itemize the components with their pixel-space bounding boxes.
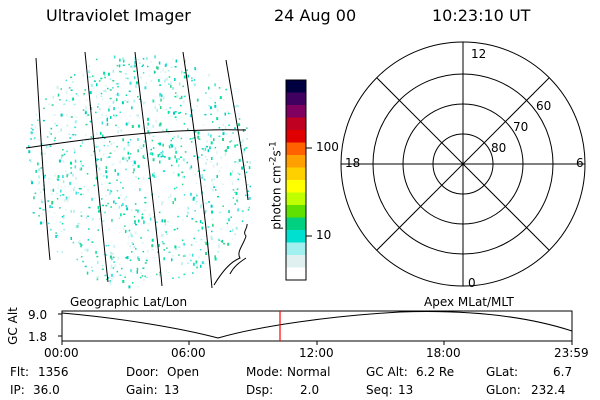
mode-label: Mode: bbox=[246, 365, 283, 379]
glon-value: 232.4 bbox=[531, 383, 566, 397]
glon-label: GLon: bbox=[486, 383, 521, 397]
polar-diagonal bbox=[376, 77, 550, 251]
colorbar-segment bbox=[286, 255, 306, 268]
colorbar-tick-10: 10 bbox=[316, 228, 332, 242]
door-label: Door: bbox=[126, 365, 159, 379]
gc-alt-value: 6.2 Re bbox=[416, 365, 455, 379]
colorbar-segment bbox=[286, 130, 306, 143]
colorbar-segment bbox=[286, 217, 306, 231]
timeline-xtick-label: 18:00 bbox=[426, 346, 461, 360]
longitude-line bbox=[35, 57, 51, 261]
timeline-xtick-label: 00:00 bbox=[44, 346, 79, 360]
polar-label-midnight: 0 bbox=[468, 276, 476, 290]
timeline-xtick-label: 23:59 bbox=[554, 346, 589, 360]
flt-value: 1356 bbox=[38, 365, 69, 379]
timeline-xtick-label: 06:00 bbox=[171, 346, 206, 360]
timeline-ytick-label: 1.8 bbox=[28, 330, 48, 344]
colorbar-frame bbox=[285, 79, 307, 281]
polar-label-noon: 12 bbox=[471, 47, 487, 61]
altitude-curve bbox=[61, 311, 573, 339]
coastline bbox=[229, 257, 247, 275]
apex-plot-title: Apex MLat/MLT bbox=[424, 295, 514, 309]
coastline bbox=[213, 223, 248, 286]
longitude-line bbox=[134, 51, 163, 287]
polar-label-dawn: 6 bbox=[576, 156, 584, 170]
timeline-xtick-label: 12:00 bbox=[299, 346, 334, 360]
polar-label-lat-80: 80 bbox=[491, 141, 507, 155]
colorbar-segment bbox=[286, 142, 306, 156]
seq-label: Seq: bbox=[366, 383, 393, 397]
polar-plot bbox=[340, 41, 586, 287]
door-value: Open bbox=[167, 365, 200, 379]
gc-alt-label: GC Alt: bbox=[366, 365, 408, 379]
colorbar bbox=[286, 80, 306, 281]
time-label: 10:23:10 UT bbox=[432, 6, 531, 25]
colorbar-segment bbox=[286, 180, 306, 193]
timeline-ytick-label: 9.0 bbox=[28, 308, 48, 322]
glat-label: GLat: bbox=[486, 365, 519, 379]
app-title: Ultraviolet Imager bbox=[46, 6, 191, 25]
colorbar-segment bbox=[286, 92, 306, 106]
colorbar-segment bbox=[286, 267, 306, 281]
ip-label: IP: bbox=[10, 383, 25, 397]
longitude-line bbox=[84, 51, 109, 283]
gain-value: 13 bbox=[164, 383, 180, 397]
longitude-line bbox=[182, 51, 213, 289]
polar-label-dusk: 18 bbox=[345, 156, 361, 170]
flt-label: Flt: bbox=[10, 365, 29, 379]
colorbar-segment bbox=[286, 242, 306, 256]
colorbar-segment bbox=[286, 167, 306, 181]
colorbar-segment bbox=[286, 155, 306, 168]
polar-label-lat-60: 60 bbox=[536, 99, 552, 113]
colorbar-segment bbox=[286, 117, 306, 131]
geographic-image bbox=[28, 55, 251, 289]
colorbar-segment bbox=[286, 80, 306, 93]
date-label: 24 Aug 00 bbox=[274, 6, 357, 25]
timeline-ylabel: GC Alt bbox=[6, 307, 20, 345]
colorbar-segment bbox=[286, 230, 306, 243]
colorbar-segment bbox=[286, 105, 306, 118]
mode-value: Normal bbox=[287, 365, 331, 379]
dsp-label: Dsp: bbox=[246, 383, 274, 397]
colorbar-segment bbox=[286, 205, 306, 218]
dsp-value: 2.0 bbox=[300, 383, 320, 397]
timeline-xticks bbox=[61, 341, 573, 345]
colorbar-tick-100: 100 bbox=[316, 140, 339, 154]
glat-value: 6.7 bbox=[553, 365, 573, 379]
latitude-line bbox=[25, 129, 247, 149]
geographic-plot-title: Geographic Lat/Lon bbox=[70, 295, 188, 309]
gain-label: Gain: bbox=[126, 383, 158, 397]
ip-value: 36.0 bbox=[33, 383, 60, 397]
colorbar-unit-label: photon cm-2s-1 bbox=[268, 141, 284, 230]
geographic-grid bbox=[25, 51, 249, 289]
polar-label-lat-70: 70 bbox=[513, 120, 529, 134]
longitude-line bbox=[225, 59, 249, 201]
colorbar-segment bbox=[286, 192, 306, 206]
seq-value: 13 bbox=[398, 383, 414, 397]
